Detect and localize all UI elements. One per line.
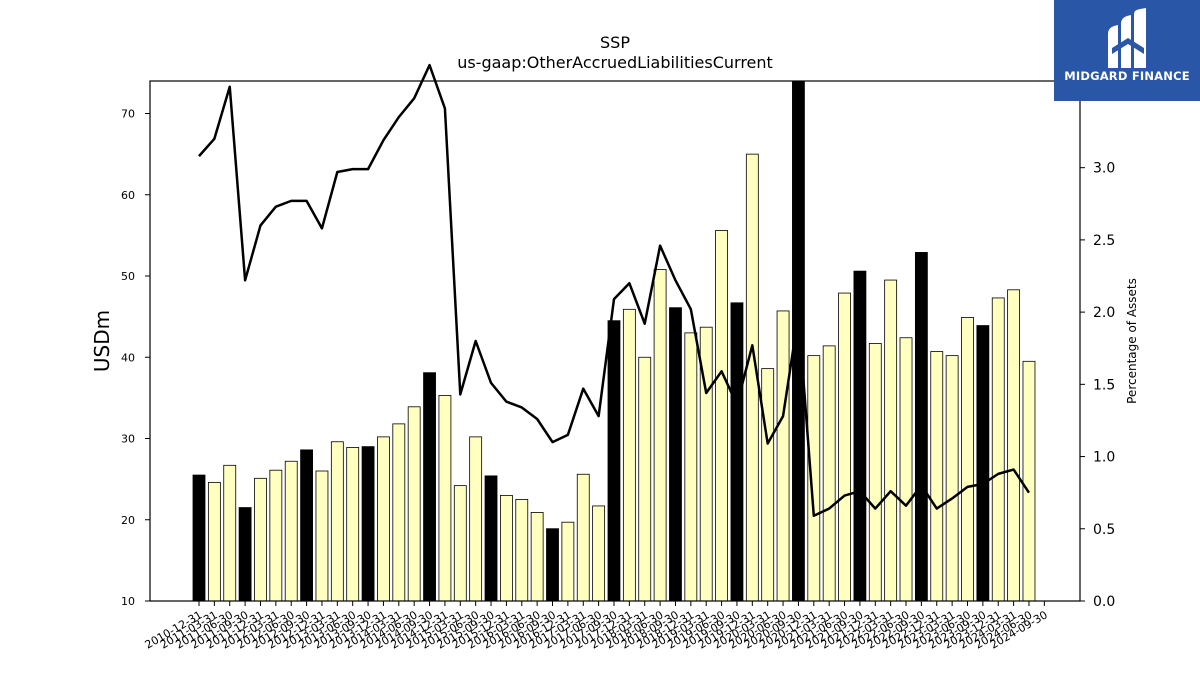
bar bbox=[499, 494, 513, 602]
bar bbox=[407, 406, 421, 602]
bar bbox=[330, 441, 344, 602]
bar bbox=[914, 252, 928, 602]
y-tick-label: 30 bbox=[121, 433, 135, 446]
plot-frame bbox=[149, 80, 1081, 602]
bar-series bbox=[192, 80, 1036, 602]
percentage-line bbox=[198, 63, 1031, 518]
bar bbox=[238, 507, 252, 602]
chart-title: SSP bbox=[600, 33, 630, 52]
y-tick-label: 10 bbox=[121, 595, 135, 608]
bar bbox=[192, 474, 206, 602]
bar bbox=[807, 355, 821, 602]
y2-tick-label: 1.5 bbox=[1093, 377, 1115, 393]
bar bbox=[653, 269, 667, 602]
y2-tick-label: 1.0 bbox=[1093, 450, 1115, 466]
bar bbox=[315, 470, 329, 602]
chart-subtitle: us-gaap:OtherAccruedLiabilitiesCurrent bbox=[457, 53, 773, 72]
bar bbox=[838, 292, 851, 602]
midgard-logo-icon bbox=[1108, 8, 1146, 68]
bar bbox=[715, 230, 728, 602]
bar bbox=[730, 302, 744, 602]
bar bbox=[392, 423, 406, 602]
bar bbox=[361, 446, 375, 602]
bar bbox=[469, 436, 483, 602]
y2-tick-label: 2.5 bbox=[1093, 233, 1115, 249]
bar bbox=[377, 436, 390, 602]
bar bbox=[484, 475, 498, 602]
brand-name: MIDGARD FINANCE bbox=[1064, 69, 1190, 83]
line-series bbox=[198, 63, 1031, 518]
bar bbox=[853, 270, 867, 602]
y2-tick-label: 0.0 bbox=[1093, 594, 1115, 610]
bar bbox=[223, 464, 237, 602]
bar bbox=[1022, 360, 1036, 602]
y-tick-label: 50 bbox=[121, 270, 135, 283]
y-tick-label: 20 bbox=[121, 514, 135, 527]
bar bbox=[622, 308, 636, 602]
bar bbox=[576, 473, 590, 602]
bar bbox=[207, 481, 221, 602]
bar bbox=[1007, 289, 1021, 602]
bar bbox=[822, 345, 836, 602]
bar bbox=[453, 485, 467, 602]
y-tick-label: 60 bbox=[121, 189, 135, 202]
x-axis-ticks: 2010-12-312011-03-312011-06-302011-09-30… bbox=[143, 601, 1050, 652]
y-tick-label: 70 bbox=[121, 108, 135, 121]
bar bbox=[669, 307, 682, 602]
y-tick-label: 40 bbox=[121, 351, 135, 364]
bar bbox=[592, 505, 606, 602]
bar bbox=[684, 332, 698, 602]
bar bbox=[884, 279, 898, 602]
y-axis-label: USDm bbox=[90, 310, 114, 372]
bar bbox=[300, 449, 313, 602]
bar bbox=[976, 325, 990, 602]
bar bbox=[991, 297, 1005, 602]
bar bbox=[638, 356, 652, 602]
bar bbox=[930, 351, 944, 602]
bar bbox=[423, 372, 436, 602]
y2-tick-label: 3.0 bbox=[1093, 161, 1115, 177]
bar bbox=[899, 337, 913, 602]
y2-tick-label: 2.0 bbox=[1093, 305, 1115, 321]
y-axis-ticks: 10 20 30 40 50 60 70 bbox=[121, 108, 150, 608]
bar bbox=[254, 477, 267, 602]
bar bbox=[284, 460, 298, 602]
y2-axis-label: Percentage of Assets bbox=[1125, 278, 1139, 404]
bar bbox=[530, 512, 544, 602]
bar bbox=[607, 320, 621, 602]
y2-axis-ticks: 0.00.51.01.52.02.53.03.5 bbox=[1080, 88, 1115, 610]
bar bbox=[515, 499, 529, 602]
bar bbox=[761, 368, 775, 602]
bar bbox=[868, 343, 882, 602]
bar bbox=[945, 355, 959, 602]
bar bbox=[961, 317, 974, 602]
bar bbox=[546, 528, 559, 602]
bar bbox=[776, 310, 790, 602]
bar bbox=[561, 521, 575, 602]
bar bbox=[346, 447, 360, 602]
bar bbox=[438, 395, 452, 602]
bar bbox=[269, 469, 283, 602]
brand-logo: MIDGARD FINANCE bbox=[1054, 0, 1200, 101]
y2-tick-label: 0.5 bbox=[1093, 522, 1115, 538]
